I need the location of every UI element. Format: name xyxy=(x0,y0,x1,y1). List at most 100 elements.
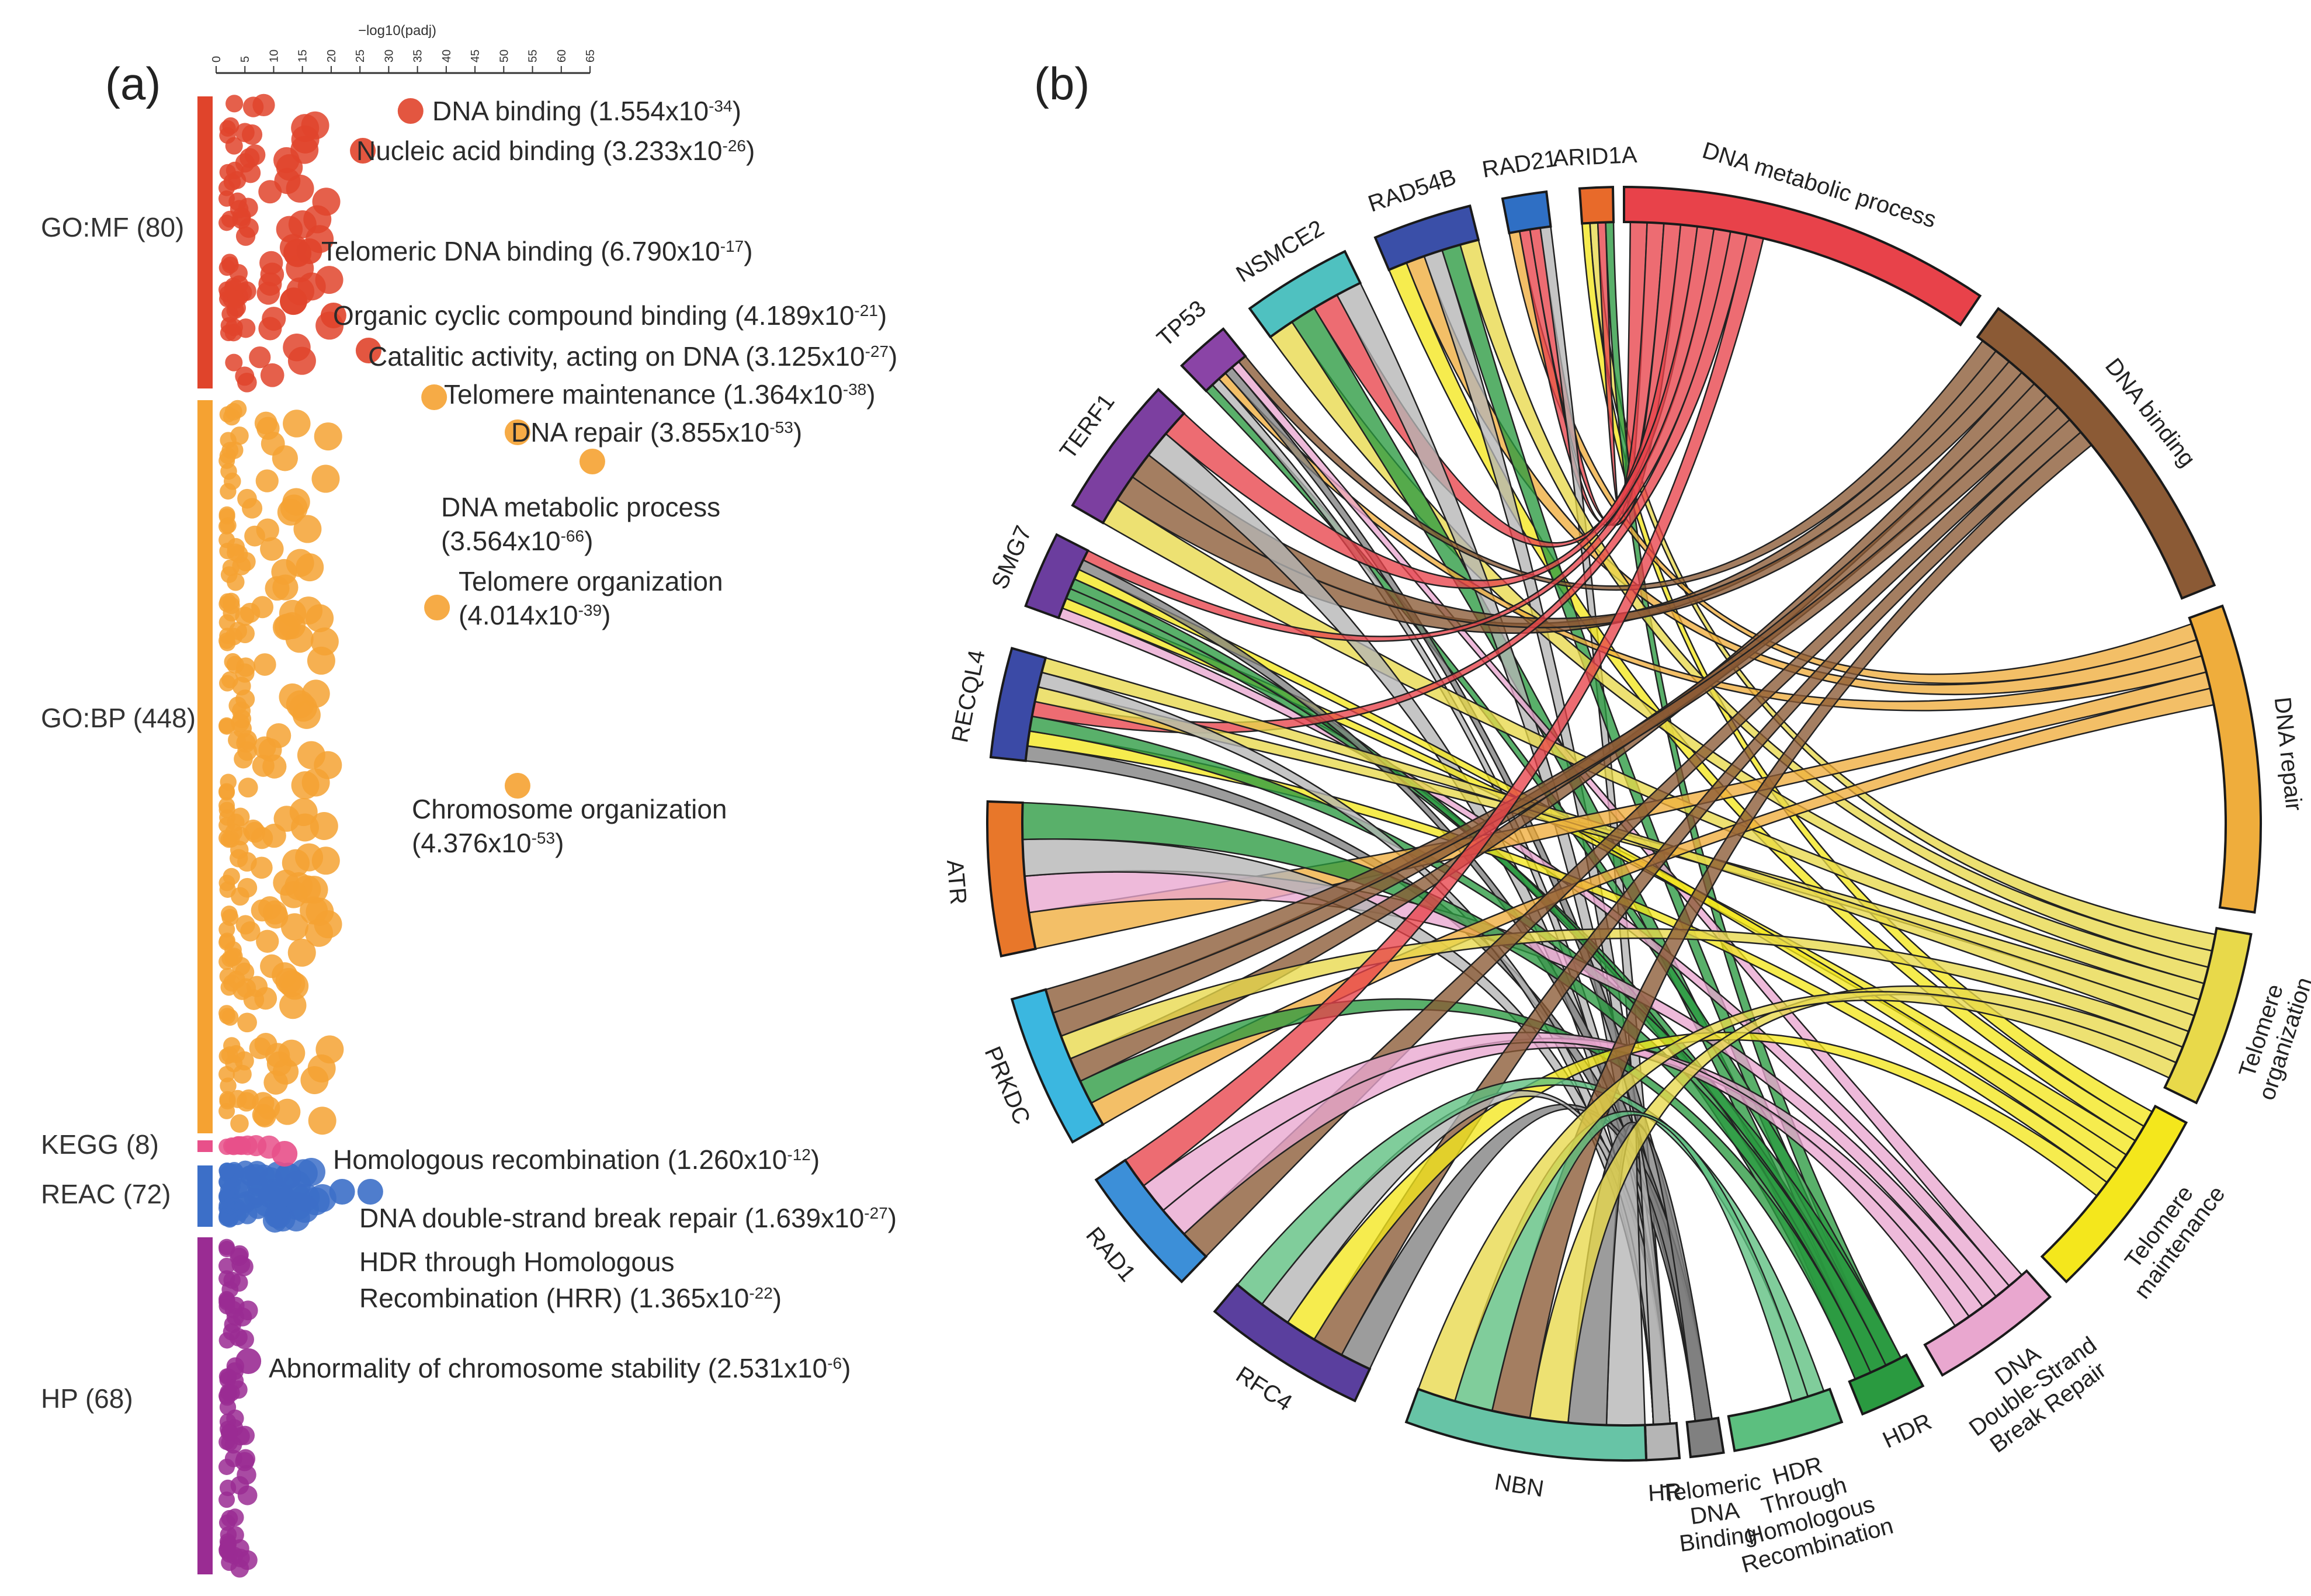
highlight-point xyxy=(272,1141,298,1167)
highlight-point xyxy=(355,338,381,363)
term-point xyxy=(219,127,236,144)
chord-label: RAD1 xyxy=(1081,1222,1140,1286)
term-point xyxy=(218,797,235,814)
chord-label: DNA repair xyxy=(2270,696,2307,812)
term-pvalue-exp: -53 xyxy=(532,829,555,847)
chord-label: SMG7 xyxy=(987,522,1037,593)
term-point xyxy=(292,700,321,729)
term-point xyxy=(218,190,235,207)
term-pvalue: (3.233x10 xyxy=(603,136,723,166)
term-point xyxy=(243,989,265,1011)
x-tick-label: 60 xyxy=(556,50,568,63)
chord-label: PRKDC xyxy=(980,1043,1035,1128)
term-pvalue: (4.014x10 xyxy=(459,600,578,630)
term-label: Nucleic acid binding (3.233x10-26) xyxy=(356,136,755,166)
term-pvalue-exp: -53 xyxy=(769,418,793,436)
term-point xyxy=(218,717,235,734)
term-point xyxy=(280,913,308,941)
term-point xyxy=(291,114,320,143)
term-point xyxy=(315,1035,344,1064)
term-point xyxy=(306,897,334,926)
term-point xyxy=(312,188,341,216)
term-point xyxy=(273,869,299,896)
manhattan-plot: −log10(padj) 0 5 10 15 20 25 30 35 40 45 50 55 60 65 … xyxy=(41,23,897,1578)
term-name: Chromosome organization xyxy=(412,794,727,824)
term-point xyxy=(249,346,271,369)
term-point xyxy=(308,1106,336,1135)
chord-label-group: HDR xyxy=(1879,1408,1935,1453)
term-pvalue-close: ) xyxy=(888,1203,897,1233)
gene-arc-rad1 xyxy=(1094,1158,1208,1283)
term-point xyxy=(283,410,311,438)
chord-label: HDR xyxy=(1879,1408,1935,1453)
chord-arcs xyxy=(986,185,2262,1462)
term-point xyxy=(230,849,248,868)
term-point xyxy=(254,653,276,676)
gene-arc-smg7 xyxy=(1024,533,1089,620)
term-name: Catalitic activity, acting on DNA xyxy=(368,341,740,372)
term-point xyxy=(287,938,316,967)
chord-label-group: NBN xyxy=(1493,1469,1545,1503)
term-point xyxy=(231,887,249,906)
chord-label-group: ATR xyxy=(942,859,971,906)
term-label: Abnormality of chromosome stability (2.5… xyxy=(269,1353,851,1383)
term-point xyxy=(263,1070,288,1095)
term-pvalue-exp: -27 xyxy=(864,1204,887,1222)
term-point xyxy=(314,751,342,779)
highlight-point xyxy=(397,98,424,124)
term-label: DNA repair (3.855x10-53) xyxy=(511,417,802,447)
term-point xyxy=(219,1091,236,1108)
term-point xyxy=(286,549,314,577)
term-label: Telomere maintenance (1.364x10-38) xyxy=(444,379,876,410)
term-arc-telomere-maintenance xyxy=(2040,1104,2188,1283)
term-name: Telomeric DNA binding xyxy=(321,236,593,266)
chord-label-group: ARID1A xyxy=(1552,142,1638,171)
term-point xyxy=(218,934,235,951)
source-label: KEGG (8) xyxy=(41,1129,159,1160)
term-pvalue: (4.189x10 xyxy=(735,300,855,331)
x-tick-label: 35 xyxy=(412,50,425,63)
term-point xyxy=(290,1195,319,1223)
source-label: GO:BP (448) xyxy=(41,703,196,733)
x-tick-label: 20 xyxy=(325,50,338,63)
source-bar-reac xyxy=(197,1165,213,1227)
term-point xyxy=(231,1255,251,1274)
x-tick-label: 50 xyxy=(498,50,511,63)
term-pvalue-close: ) xyxy=(793,417,802,447)
term-name: Organic cyclic compound binding xyxy=(333,300,727,331)
highlight-point xyxy=(424,595,450,620)
x-tick-label: 25 xyxy=(354,50,367,63)
term-point xyxy=(227,290,245,309)
term-name: Telomere organization xyxy=(459,566,723,596)
term-point xyxy=(218,1270,235,1287)
term-pvalue-exp: -26 xyxy=(723,137,746,155)
term-labels: DNA binding (1.554x10-34)Nucleic acid bi… xyxy=(269,96,897,1383)
term-point xyxy=(223,1323,241,1341)
term-point xyxy=(237,1204,258,1224)
term-point xyxy=(260,363,284,387)
highlight-point xyxy=(296,238,322,264)
term-point xyxy=(272,445,298,471)
term-point xyxy=(226,1508,244,1526)
chord-label: TP53 xyxy=(1152,296,1211,352)
term-point xyxy=(242,124,263,145)
term-point xyxy=(277,498,304,526)
term-arc-hdr-through-homologous-recombination xyxy=(1727,1387,1844,1452)
chord-label-group: DNA repair xyxy=(2270,696,2307,812)
gene-arc-atr xyxy=(986,800,1037,957)
term-point xyxy=(235,153,255,173)
term-label-line2: Recombination (HRR) (1.365x10-22) xyxy=(359,1283,782,1313)
term-point xyxy=(218,875,235,891)
term-point xyxy=(263,904,289,929)
term-point xyxy=(287,346,316,375)
term-pvalue-close: ) xyxy=(744,236,752,266)
term-name: DNA repair xyxy=(511,417,643,447)
term-pvalue: (6.790x10 xyxy=(601,236,720,266)
term-point xyxy=(218,675,236,692)
term-point xyxy=(218,1238,235,1255)
term-pvalue-exp: -6 xyxy=(827,1354,842,1372)
term-point xyxy=(218,1293,235,1310)
term-point xyxy=(311,464,340,493)
